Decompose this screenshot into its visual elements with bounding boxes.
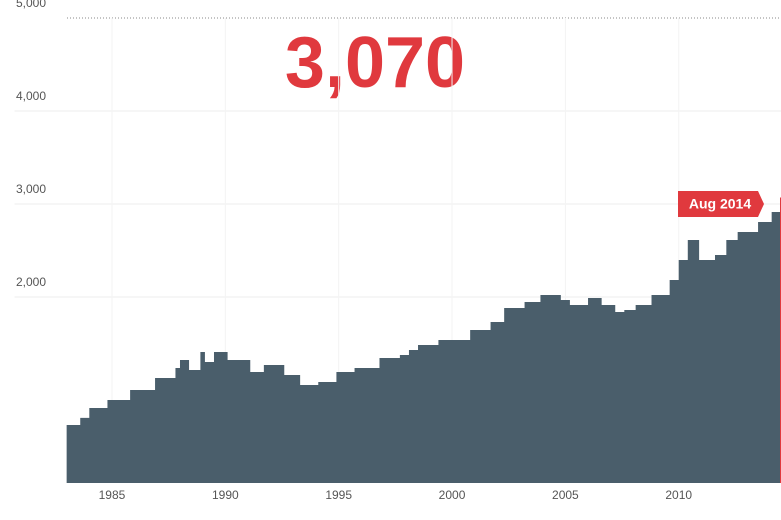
- y-tick-label: 4,000: [16, 89, 46, 103]
- x-tick-label: 2000: [439, 488, 466, 502]
- annotation-flag: Aug 2014: [678, 191, 764, 217]
- y-tick-label: 5,000: [16, 0, 46, 10]
- y-tick-label: 2,000: [16, 275, 46, 289]
- x-tick-label: 1990: [212, 488, 239, 502]
- annotation-box: [678, 191, 764, 217]
- annotation-label: Aug 2014: [689, 196, 751, 212]
- y-tick-label: 3,000: [16, 182, 46, 196]
- x-tick-label: 1985: [99, 488, 126, 502]
- headline-value: 3,070: [285, 23, 465, 103]
- x-tick-label: 1995: [325, 488, 352, 502]
- area: [66, 211, 781, 483]
- x-tick-label: 2010: [665, 488, 692, 502]
- x-tick-label: 2005: [552, 488, 579, 502]
